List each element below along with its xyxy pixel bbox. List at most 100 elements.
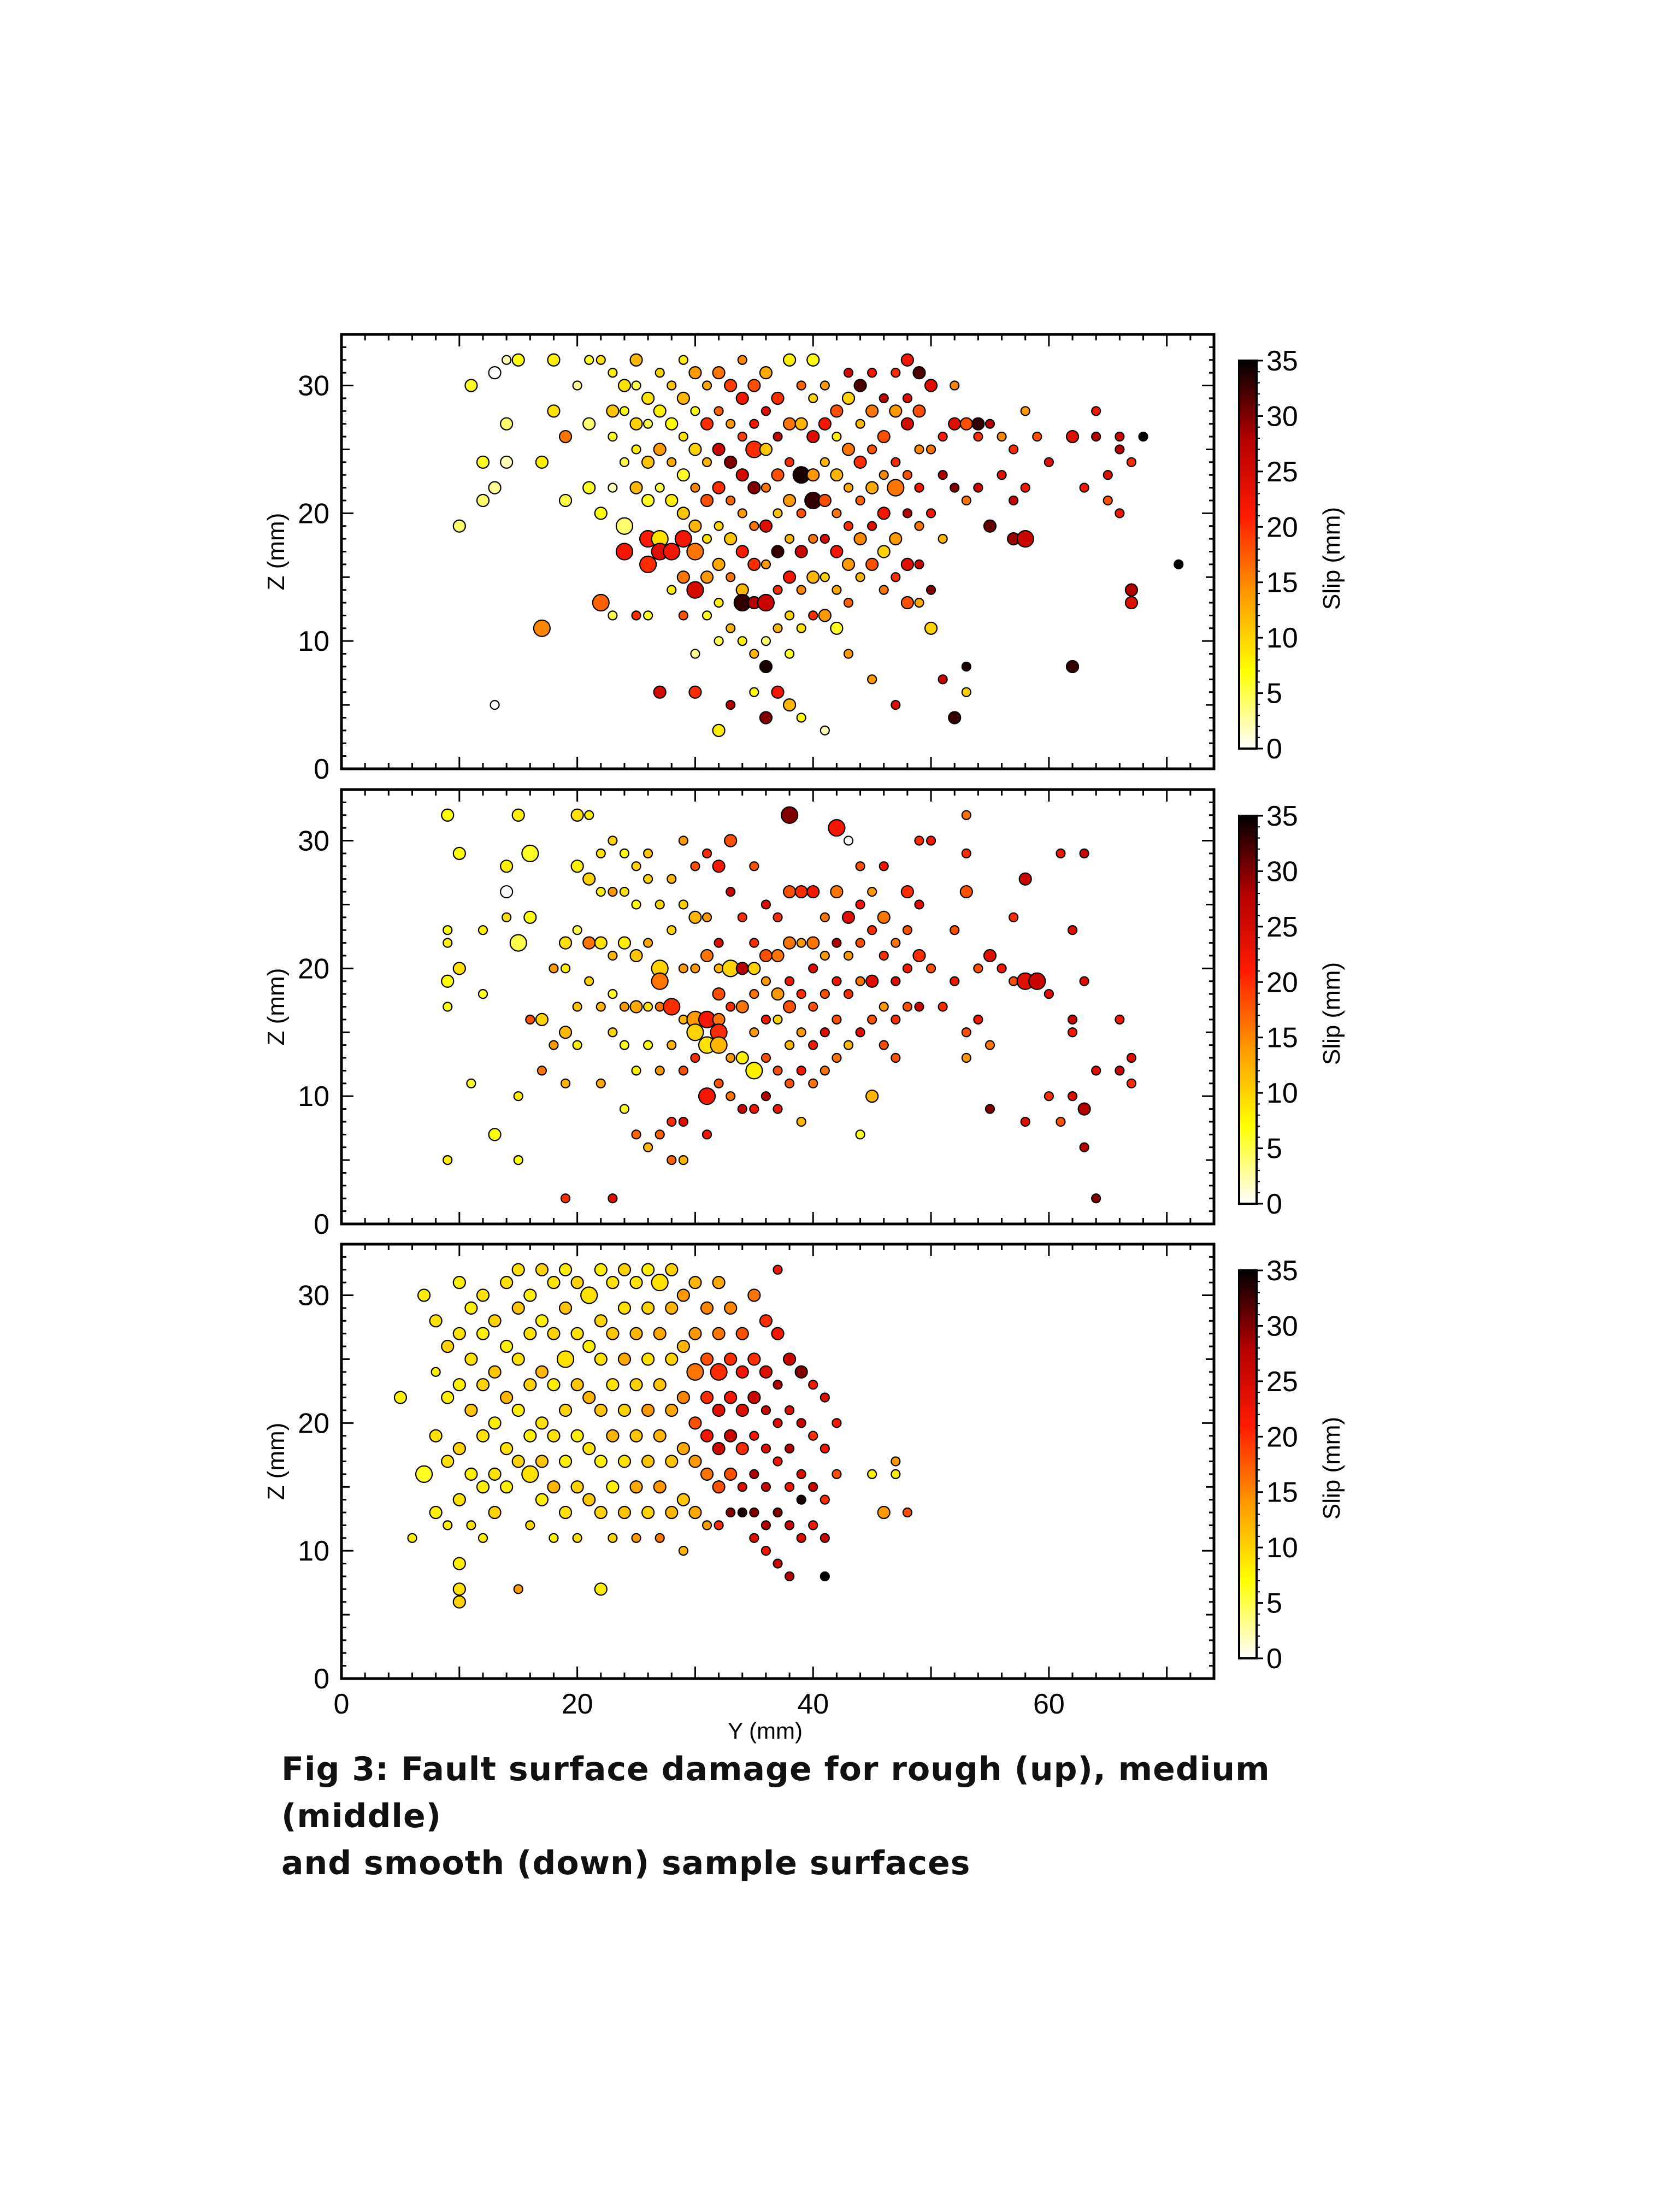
data-point bbox=[608, 1533, 618, 1543]
data-point bbox=[773, 508, 783, 519]
data-point bbox=[747, 557, 761, 571]
data-point bbox=[855, 938, 865, 948]
data-point bbox=[500, 1480, 514, 1494]
data-point bbox=[950, 976, 960, 986]
data-point bbox=[452, 1327, 466, 1340]
data-point bbox=[782, 1352, 797, 1366]
data-point bbox=[749, 1104, 759, 1114]
data-point bbox=[726, 1052, 736, 1063]
data-point bbox=[700, 1391, 714, 1404]
data-point bbox=[525, 1520, 535, 1530]
data-point bbox=[867, 444, 877, 455]
data-point bbox=[759, 660, 773, 674]
data-point bbox=[759, 1314, 773, 1328]
data-point bbox=[665, 1263, 679, 1276]
data-point bbox=[558, 936, 573, 950]
data-point bbox=[606, 1276, 620, 1290]
data-point bbox=[784, 610, 795, 621]
data-point bbox=[521, 1465, 539, 1483]
data-point bbox=[841, 443, 856, 456]
data-point bbox=[641, 1455, 655, 1468]
data-point bbox=[902, 393, 912, 404]
data-point bbox=[1115, 444, 1125, 455]
data-point bbox=[572, 1533, 582, 1543]
colorbar-tick-label: 35 bbox=[1266, 800, 1298, 832]
data-point bbox=[678, 1065, 688, 1076]
data-point bbox=[490, 699, 500, 710]
data-point bbox=[476, 1429, 490, 1443]
data-point bbox=[1009, 495, 1019, 506]
data-point bbox=[651, 1274, 669, 1292]
data-point bbox=[806, 429, 820, 444]
data-point bbox=[712, 1403, 726, 1417]
data-point bbox=[617, 936, 632, 950]
data-point bbox=[619, 1002, 630, 1012]
data-point bbox=[619, 848, 630, 859]
data-point bbox=[584, 355, 594, 365]
data-point bbox=[938, 431, 948, 442]
data-point bbox=[761, 406, 771, 416]
data-point bbox=[759, 711, 773, 725]
data-point bbox=[808, 1380, 818, 1390]
data-point bbox=[749, 1430, 759, 1441]
y-axis-label: Z (mm) bbox=[263, 968, 290, 1046]
colorbar-tick-label: 5 bbox=[1266, 1133, 1282, 1165]
data-point bbox=[902, 508, 912, 519]
data-point bbox=[985, 419, 995, 429]
data-point bbox=[641, 1263, 655, 1276]
colorbar-label: Slip (mm) bbox=[1318, 1417, 1345, 1520]
data-point bbox=[784, 457, 795, 467]
data-point bbox=[724, 834, 738, 847]
data-point bbox=[749, 649, 759, 659]
data-point bbox=[714, 636, 724, 646]
data-point bbox=[877, 545, 891, 558]
data-point bbox=[796, 989, 806, 999]
data-point bbox=[853, 455, 867, 469]
data-point bbox=[464, 379, 478, 392]
data-point bbox=[771, 391, 785, 405]
data-point bbox=[806, 936, 820, 950]
data-point bbox=[407, 1533, 417, 1543]
data-point bbox=[676, 468, 690, 482]
data-point bbox=[582, 417, 596, 431]
data-point bbox=[1079, 482, 1089, 493]
colorbar-tick-label: 25 bbox=[1266, 456, 1298, 488]
data-point bbox=[558, 1026, 573, 1039]
data-point bbox=[853, 532, 867, 546]
data-point bbox=[761, 559, 771, 569]
data-point bbox=[523, 910, 537, 924]
data-point bbox=[466, 1078, 476, 1088]
data-point bbox=[667, 1155, 677, 1165]
data-point bbox=[608, 989, 618, 999]
data-point bbox=[912, 366, 926, 380]
data-point bbox=[478, 1533, 488, 1543]
data-point bbox=[606, 1429, 620, 1443]
data-point bbox=[415, 1465, 433, 1483]
data-point bbox=[973, 1014, 983, 1025]
data-point bbox=[643, 1002, 653, 1012]
data-point bbox=[570, 1327, 584, 1340]
data-point bbox=[891, 572, 901, 582]
colorbar-tick-label: 15 bbox=[1266, 567, 1298, 599]
data-point bbox=[676, 1493, 690, 1506]
data-point bbox=[820, 534, 830, 544]
data-point bbox=[667, 1116, 677, 1127]
data-point bbox=[629, 1378, 643, 1392]
data-point bbox=[879, 1002, 889, 1012]
data-point bbox=[1032, 431, 1042, 442]
data-point bbox=[771, 468, 785, 482]
y-tick-label: 30 bbox=[298, 1280, 329, 1312]
data-point bbox=[938, 674, 948, 685]
data-point bbox=[950, 482, 960, 493]
data-point bbox=[773, 1507, 783, 1518]
data-point bbox=[700, 570, 714, 584]
data-point bbox=[737, 912, 747, 922]
data-point bbox=[665, 493, 679, 508]
data-point bbox=[865, 404, 879, 418]
data-point bbox=[511, 353, 525, 367]
colorbar-scale bbox=[1238, 815, 1258, 1205]
data-point bbox=[1115, 431, 1125, 442]
data-point bbox=[900, 557, 914, 571]
data-point bbox=[726, 1002, 736, 1012]
data-point bbox=[431, 1367, 441, 1377]
